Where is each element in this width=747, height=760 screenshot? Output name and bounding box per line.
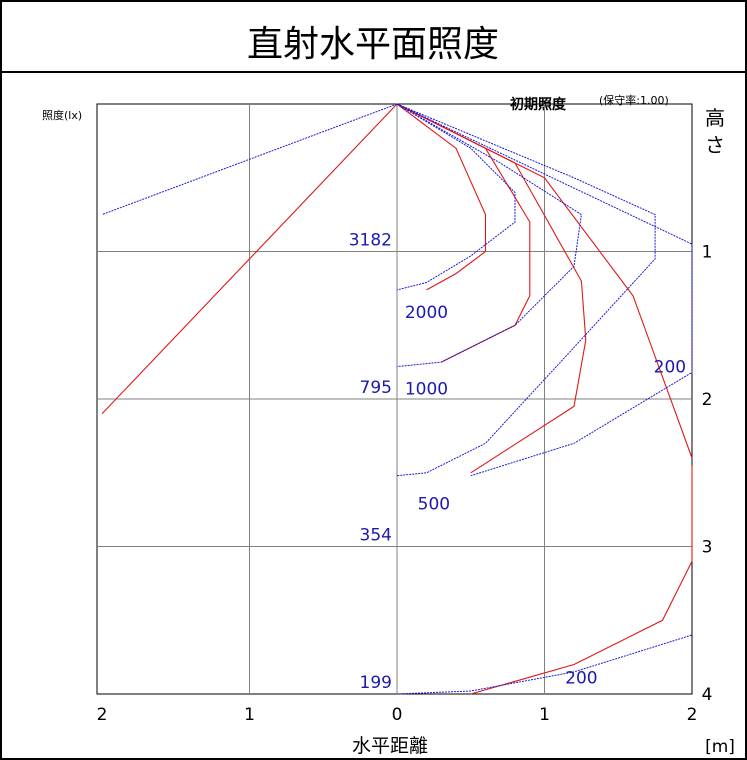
beam-angle-line (470, 465, 693, 695)
beam-angle-line (396, 103, 693, 459)
height-tick-label: 3 (702, 538, 713, 558)
center-illuminance-label: 199 (360, 673, 392, 693)
x-tick-label: 2 (97, 705, 108, 725)
isolux-contour (396, 103, 656, 477)
isolux-contour (396, 103, 516, 291)
beam-angle-line (396, 103, 487, 291)
y-right-label-1: 高 (705, 106, 725, 130)
plot-area: 2 1 0 1 2 1 2 3 4 3182 795 354 199 2000 1000 500 200 200 (96, 103, 713, 725)
subtitle-note: (保守率:1.00) (599, 93, 669, 107)
y-right-label-2: さ (705, 133, 725, 157)
contour-value-label: 1000 (405, 380, 448, 400)
center-illuminance-label: 354 (360, 526, 392, 546)
isolux-contour (396, 103, 693, 477)
x-axis-label: 水平距離 (352, 735, 428, 757)
x-tick-label: 0 (392, 705, 403, 725)
center-illuminance-label: 3182 (349, 231, 392, 251)
x-axis-unit: [m] (705, 737, 735, 757)
contour-value-label: 2000 (405, 303, 448, 323)
height-tick-label: 1 (702, 243, 713, 263)
x-tick-label: 1 (539, 705, 550, 725)
contour-value-label: 200 (654, 357, 686, 377)
height-tick-label: 4 (702, 685, 713, 705)
contour-value-label: 200 (565, 669, 597, 689)
beam-angle-line (101, 103, 398, 415)
center-illuminance-label: 795 (360, 378, 392, 398)
y-left-label: 照度(lx) (42, 108, 82, 122)
x-tick-label: 1 (244, 705, 255, 725)
isolux-contour (396, 103, 582, 368)
diagram-title: 直射水平面照度 (247, 24, 499, 65)
isolux-contour (396, 634, 693, 695)
contour-value-label: 500 (418, 495, 450, 515)
x-tick-label: 2 (687, 705, 698, 725)
height-tick-label: 2 (702, 390, 713, 410)
isolux-contour (101, 103, 398, 216)
